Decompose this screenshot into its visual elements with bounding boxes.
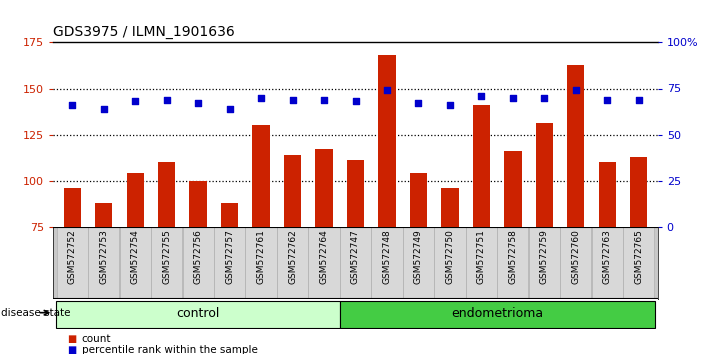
Text: count: count bbox=[82, 334, 111, 344]
Text: GSM572759: GSM572759 bbox=[540, 229, 549, 284]
Bar bbox=[410, 173, 427, 227]
Bar bbox=[309, 227, 340, 298]
Bar bbox=[119, 227, 151, 298]
Bar bbox=[592, 227, 623, 298]
Bar bbox=[245, 227, 277, 298]
Bar bbox=[497, 227, 528, 298]
Text: endometrioma: endometrioma bbox=[451, 307, 543, 320]
Point bbox=[161, 97, 172, 102]
Point bbox=[570, 87, 582, 93]
Text: GSM572758: GSM572758 bbox=[508, 229, 518, 284]
Bar bbox=[127, 173, 144, 227]
Bar bbox=[403, 227, 434, 298]
Bar bbox=[316, 149, 333, 227]
Bar bbox=[567, 64, 584, 227]
Bar bbox=[599, 162, 616, 227]
Bar bbox=[214, 227, 245, 298]
Point bbox=[413, 101, 424, 106]
Point bbox=[539, 95, 550, 101]
Bar bbox=[378, 55, 395, 227]
Point bbox=[444, 102, 456, 108]
Point bbox=[287, 97, 298, 102]
Point bbox=[255, 95, 267, 101]
Point bbox=[98, 106, 109, 112]
Bar bbox=[473, 105, 490, 227]
Point bbox=[350, 98, 361, 104]
Bar bbox=[284, 155, 301, 227]
Bar bbox=[466, 227, 497, 298]
Bar bbox=[88, 227, 119, 298]
Text: GSM572750: GSM572750 bbox=[445, 229, 454, 284]
Bar bbox=[189, 181, 207, 227]
Text: GSM572747: GSM572747 bbox=[351, 229, 360, 284]
Bar bbox=[624, 227, 654, 298]
Text: control: control bbox=[176, 307, 220, 320]
Text: ■: ■ bbox=[68, 334, 77, 344]
Bar bbox=[151, 227, 182, 298]
Text: GSM572748: GSM572748 bbox=[383, 229, 392, 284]
Point bbox=[67, 102, 78, 108]
Point bbox=[602, 97, 613, 102]
Bar bbox=[277, 227, 308, 298]
Point bbox=[381, 87, 392, 93]
Bar bbox=[183, 227, 214, 298]
Point bbox=[319, 97, 330, 102]
Bar bbox=[535, 124, 553, 227]
Point bbox=[633, 97, 644, 102]
Text: GSM572756: GSM572756 bbox=[193, 229, 203, 284]
Text: GSM572749: GSM572749 bbox=[414, 229, 423, 284]
Bar bbox=[630, 156, 648, 227]
Point bbox=[193, 101, 204, 106]
Bar bbox=[221, 202, 238, 227]
Text: GSM572764: GSM572764 bbox=[319, 229, 328, 284]
Bar bbox=[95, 202, 112, 227]
Bar bbox=[340, 227, 371, 298]
Text: GSM572757: GSM572757 bbox=[225, 229, 234, 284]
Bar bbox=[529, 227, 560, 298]
Text: GSM572763: GSM572763 bbox=[603, 229, 611, 284]
Text: GSM572754: GSM572754 bbox=[131, 229, 139, 284]
Text: GSM572761: GSM572761 bbox=[257, 229, 266, 284]
Bar bbox=[560, 227, 592, 298]
Bar bbox=[504, 151, 522, 227]
Bar bbox=[57, 227, 87, 298]
Text: GSM572751: GSM572751 bbox=[477, 229, 486, 284]
Text: GDS3975 / ILMN_1901636: GDS3975 / ILMN_1901636 bbox=[53, 25, 235, 39]
Bar bbox=[434, 227, 466, 298]
Bar bbox=[371, 227, 402, 298]
Bar bbox=[347, 160, 364, 227]
Text: percentile rank within the sample: percentile rank within the sample bbox=[82, 345, 257, 354]
Text: GSM572752: GSM572752 bbox=[68, 229, 77, 284]
Bar bbox=[252, 125, 269, 227]
Text: GSM572765: GSM572765 bbox=[634, 229, 643, 284]
Point bbox=[224, 106, 235, 112]
Bar bbox=[340, 301, 655, 328]
Point bbox=[507, 95, 518, 101]
Point bbox=[129, 98, 141, 104]
Text: disease state: disease state bbox=[1, 308, 71, 318]
Bar bbox=[442, 188, 459, 227]
Text: GSM572760: GSM572760 bbox=[572, 229, 580, 284]
Text: GSM572755: GSM572755 bbox=[162, 229, 171, 284]
Bar bbox=[63, 188, 81, 227]
Bar bbox=[158, 162, 176, 227]
Text: GSM572753: GSM572753 bbox=[100, 229, 108, 284]
Text: ■: ■ bbox=[68, 345, 77, 354]
Point bbox=[476, 93, 487, 99]
Text: GSM572762: GSM572762 bbox=[288, 229, 297, 284]
Bar bbox=[56, 301, 340, 328]
